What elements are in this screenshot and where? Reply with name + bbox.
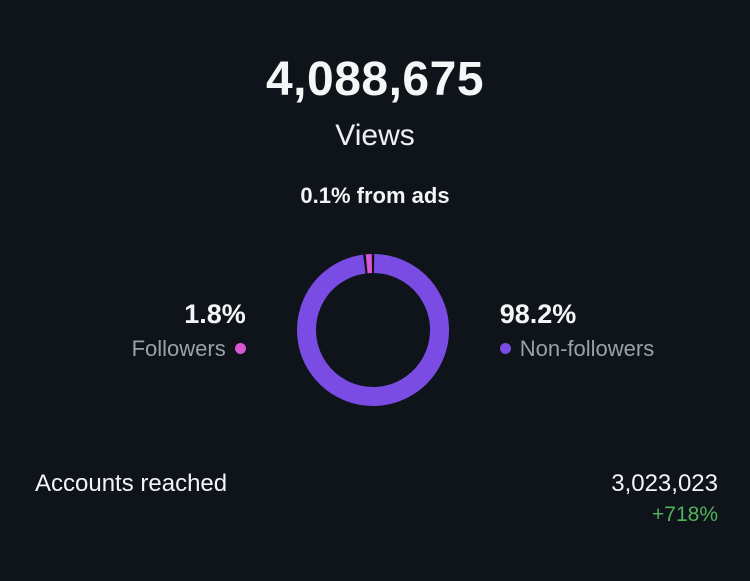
followers-breakdown: 1.8% Followers 98.2% Non-followers [0, 245, 750, 415]
accounts-reached-label: Accounts reached [35, 470, 228, 497]
followers-legend-row: Followers [132, 336, 246, 362]
followers-dot-icon [234, 343, 246, 355]
followers-label: Followers [131, 335, 226, 361]
non-followers-label: Non-followers [519, 335, 655, 361]
accounts-reached-count: 3,023,023 [611, 470, 718, 497]
accounts-reached-values: 3,023,023 +718% [611, 469, 718, 527]
non-followers-legend-row: Non-followers [499, 335, 655, 362]
accounts-reached-row[interactable]: Accounts reached 3,023,023 +718% [0, 469, 750, 527]
followers-percentage: 1.8% [184, 299, 246, 330]
non-followers-dot-icon [499, 343, 511, 355]
views-label: Views [335, 119, 415, 152]
views-donut [296, 254, 449, 406]
views-count: 4,088,675 [265, 53, 485, 106]
accounts-reached-change-badge: +718% [652, 503, 718, 526]
donut-slice-non-followers [296, 254, 449, 406]
legend-followers: 1.8% Followers [96, 298, 246, 361]
non-followers-percentage: 98.2% [499, 299, 577, 330]
legend-non-followers: 98.2% Non-followers [499, 298, 655, 362]
ads-percentage-note: 0.1% from ads [300, 183, 450, 208]
